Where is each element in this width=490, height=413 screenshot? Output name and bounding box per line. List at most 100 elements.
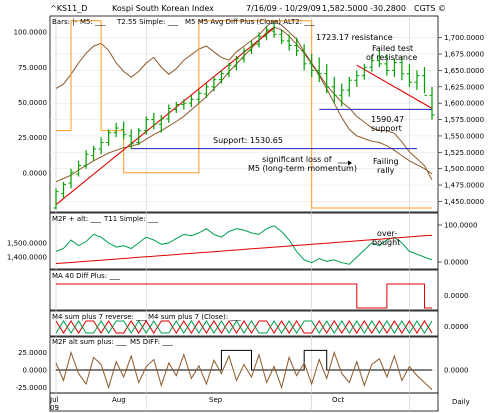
trendline-up	[55, 27, 275, 206]
price-bar	[233, 56, 239, 71]
m2f-series-t11-simple	[55, 234, 433, 264]
legend-m4-reverse: M4 sum plus 7 reverse: ___	[52, 313, 147, 321]
osc-tick-label-1: 75.0000	[18, 64, 47, 72]
price-tick-label-0: 1,700.0000	[444, 34, 484, 42]
price-bar	[324, 63, 330, 94]
m4-panel-frame	[49, 310, 439, 337]
price-tick-label-5: 1,575.0000	[444, 116, 484, 124]
price-bar	[429, 86, 435, 120]
header-symbol: ^KS11_D	[50, 4, 87, 13]
price-bar	[256, 32, 262, 48]
price-tick-label-10: 1,450.0000	[444, 198, 484, 206]
price-tick-label-4: 1,600.0000	[444, 100, 484, 108]
price-bar	[271, 22, 277, 38]
x-label-sep: Sep	[209, 396, 223, 404]
m4-tick-label: 0.0000	[444, 323, 469, 331]
price-tick-label-6: 1,550.0000	[444, 132, 484, 140]
price-bar	[76, 160, 82, 177]
m2f-right-tick-label-0: 100.0000	[444, 222, 477, 230]
m2f-panel-frame	[49, 212, 439, 270]
annotation-resistance: 1723.17 resistance	[316, 33, 393, 42]
price-bar	[113, 122, 119, 138]
price-bar	[218, 70, 224, 84]
price-bar	[106, 129, 112, 146]
legend-m2f-alt: M2F + alt: ___	[52, 215, 101, 223]
x-label-jul: Jul	[49, 396, 59, 404]
axis-labels: 1,700.0000 1,675.0000 1,650.0000 1,625.0000…	[7, 29, 484, 392]
price-bar	[279, 29, 285, 45]
x-label-aug: Aug	[112, 396, 126, 404]
m4-series-m4-sum-plus-7-reverse	[55, 320, 433, 334]
m2f-tick-label-0: 1,500.0000	[7, 239, 47, 247]
time-axis-frame	[49, 392, 439, 412]
price-bar	[188, 95, 194, 108]
price-bar	[143, 116, 149, 135]
price-bar	[309, 54, 315, 77]
annotation-1590-2: support	[371, 124, 402, 133]
price-bar	[264, 25, 270, 41]
m2f-tick-label-1: 1,400.0000	[7, 254, 47, 262]
price-tick-label-3: 1,625.0000	[444, 83, 484, 91]
price-bar	[406, 63, 412, 87]
price-bar	[136, 128, 142, 146]
price-series-m5	[55, 20, 433, 181]
price-bar	[128, 129, 134, 150]
price-bar	[83, 150, 89, 169]
header-change: -30.2800	[370, 4, 406, 13]
price-tick-label-7: 1,525.0000	[444, 149, 484, 157]
legend-m5: M5: ___	[80, 18, 106, 26]
annotation-momentum-2: M5 (long-term momentum)	[248, 164, 357, 173]
price-bar	[91, 145, 97, 161]
ma40-panel-frame	[49, 269, 439, 311]
legend-m2f-alt-sum: M2F alt sum plus: ___ M5 DIFF: ___	[52, 338, 173, 346]
m4-series-m4-sum-plus-7-close	[55, 320, 433, 334]
price-bar	[181, 99, 187, 110]
price-bar	[361, 63, 367, 80]
ma40-tick-label: 0.0000	[444, 292, 469, 300]
price-bar	[301, 44, 307, 71]
time-axis: Jul 09 Aug Sep Oct Daily	[49, 396, 470, 412]
price-bar	[414, 70, 420, 91]
price-panel-frame	[49, 15, 439, 213]
price-bar	[391, 58, 397, 77]
ma40-series	[56, 283, 432, 309]
price-bar	[241, 47, 247, 63]
price-bar	[339, 83, 345, 107]
legend-t255: T2.55 Simple: ___	[116, 18, 179, 26]
m2f-series-m2f-alt	[55, 225, 433, 265]
price-bar	[421, 67, 427, 96]
legend-m5-diff: M5 DIFF: ___	[130, 338, 173, 346]
annotation-failing-rally-1: Failing	[373, 157, 399, 166]
momentum-arrow-head	[348, 160, 352, 166]
price-bar	[211, 76, 217, 92]
price-bar	[399, 56, 405, 81]
price-bar	[376, 50, 382, 68]
price-bar	[166, 104, 172, 123]
price-tick-label-9: 1,475.0000	[444, 182, 484, 190]
header-name: Kospi South Korean Index	[112, 4, 214, 13]
annotation-momentum-1: significant loss of	[262, 155, 332, 164]
price-bar	[286, 34, 292, 51]
price-bar	[294, 37, 300, 56]
price-bar	[98, 137, 104, 155]
legend-m2f: M2F + alt: ___ T11 Simple: ___	[52, 215, 159, 223]
price-bar	[316, 57, 322, 83]
annotation-1590-1: 1590.47	[371, 115, 404, 124]
header-last: 1,582.5000	[322, 4, 368, 13]
annotation-overbought-1: over-	[377, 229, 397, 238]
annotation-overbought-2: bought	[372, 238, 400, 247]
x-label-year: 09	[50, 404, 59, 412]
header-credit: CGTS ©	[414, 4, 446, 13]
header-dates: 7/16/09 - 10/29/09	[246, 4, 321, 13]
osc-tick-label-0: 100.0000	[14, 29, 47, 37]
osc-tick-label-3: 25.0000	[18, 134, 47, 142]
legend-m4-close: M4 sum plus 7 (Close): ___	[148, 313, 241, 321]
m2f-right-tick-label-1: 0.0000	[444, 259, 469, 267]
price-bar	[158, 114, 164, 133]
price-bars	[53, 22, 435, 210]
price-bar	[53, 188, 59, 210]
freq-label: Daily	[452, 398, 470, 406]
price-bar	[369, 56, 375, 72]
price-bar	[173, 101, 179, 113]
